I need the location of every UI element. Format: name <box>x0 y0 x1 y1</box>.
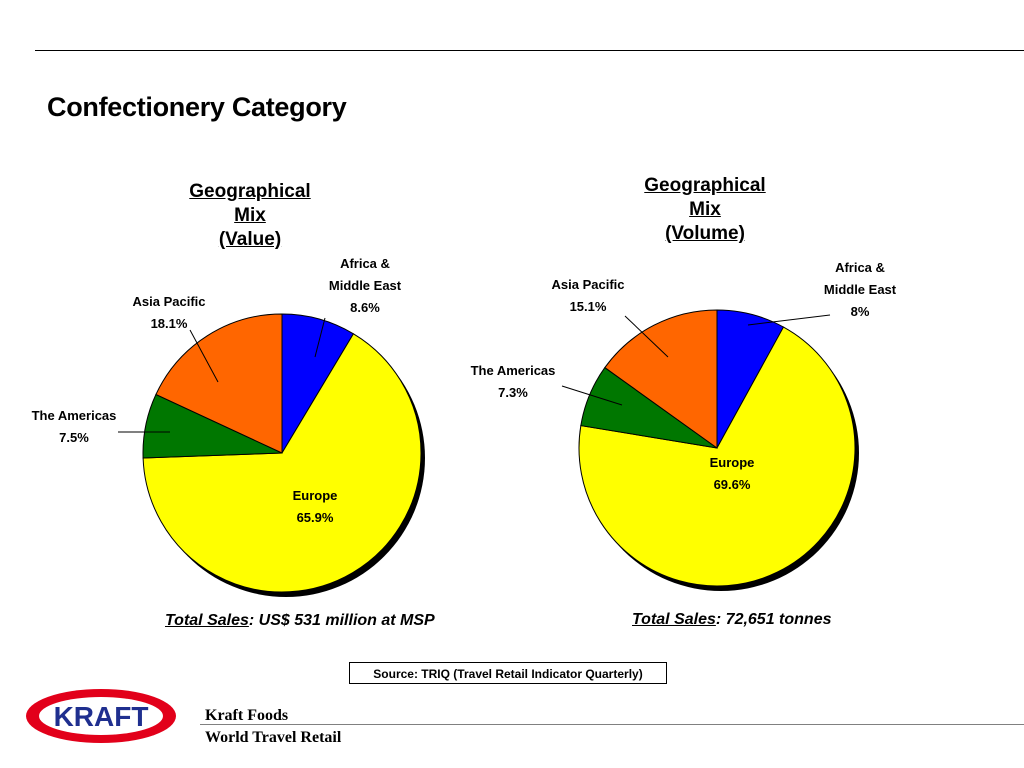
volume-chart-title-line: Geographical <box>644 175 766 196</box>
pie-slice <box>604 309 718 449</box>
slice-value-label: 69.6% <box>714 477 751 492</box>
leader-line <box>624 315 669 358</box>
slice-name-label: Africa & <box>835 260 885 275</box>
slice-value-label: 7.5% <box>59 430 89 445</box>
footer-rule <box>200 724 1024 725</box>
leader-line <box>314 317 326 358</box>
slice-name-label: Asia Pacific <box>552 277 625 292</box>
total-sales-value: : US$ 531 million at MSP <box>248 612 435 629</box>
value-chart-title-line: (Value) <box>218 229 282 250</box>
volume-chart-title-line: Mix <box>689 199 721 220</box>
slice-value-label: 7.3% <box>498 385 528 400</box>
kraft-logo: KRAFT <box>25 688 177 749</box>
volume-chart-title: Geographical Mix (Volume) <box>615 174 795 246</box>
volume-chart-title-line: (Volume) <box>665 223 745 244</box>
leader-line <box>189 329 219 383</box>
slice-name-label: The Americas <box>471 363 556 378</box>
svg-text:KRAFT: KRAFT <box>54 701 149 732</box>
footer-division: World Travel Retail <box>205 729 342 746</box>
pie-slice <box>578 326 856 587</box>
slice-value-label: 8% <box>851 304 870 319</box>
total-sales-label: Total Sales <box>632 611 716 628</box>
slice-name-label: Middle East <box>824 282 897 297</box>
leader-line <box>747 314 831 326</box>
slice-name-label: The Americas <box>32 408 117 423</box>
slice-value-label: 15.1% <box>570 299 607 314</box>
slice-value-label: 18.1% <box>151 316 188 331</box>
top-rule <box>35 50 1024 51</box>
slice-name-label: Africa & <box>340 256 390 271</box>
value-total-sales: Total Sales: US$ 531 million at MSP <box>165 612 435 630</box>
volume-total-sales: Total Sales: 72,651 tonnes <box>632 611 832 629</box>
total-sales-label: Total Sales <box>165 612 249 629</box>
leader-line <box>561 385 623 406</box>
slice-name-label: Europe <box>293 488 338 503</box>
footer-company: Kraft Foods <box>205 707 289 724</box>
value-chart-title-line: Mix <box>234 205 266 226</box>
page-title: Confectionery Category <box>47 92 347 122</box>
source-note: Source: TRIQ (Travel Retail Indicator Qu… <box>349 662 667 684</box>
slice-name-label: Europe <box>710 455 755 470</box>
slice-value-label: 65.9% <box>297 510 334 525</box>
total-sales-value: : 72,651 tonnes <box>715 611 832 628</box>
slice-name-label: Asia Pacific <box>133 294 206 309</box>
footer-text: Kraft Foods World Travel Retail <box>205 705 341 749</box>
pie-slice <box>142 333 422 593</box>
value-chart-title: Geographical Mix (Value) <box>160 180 340 252</box>
slice-name-label: Middle East <box>329 278 402 293</box>
value-chart-title-line: Geographical <box>189 181 311 202</box>
pie-slice <box>155 313 283 454</box>
slice-value-label: 8.6% <box>350 300 380 315</box>
